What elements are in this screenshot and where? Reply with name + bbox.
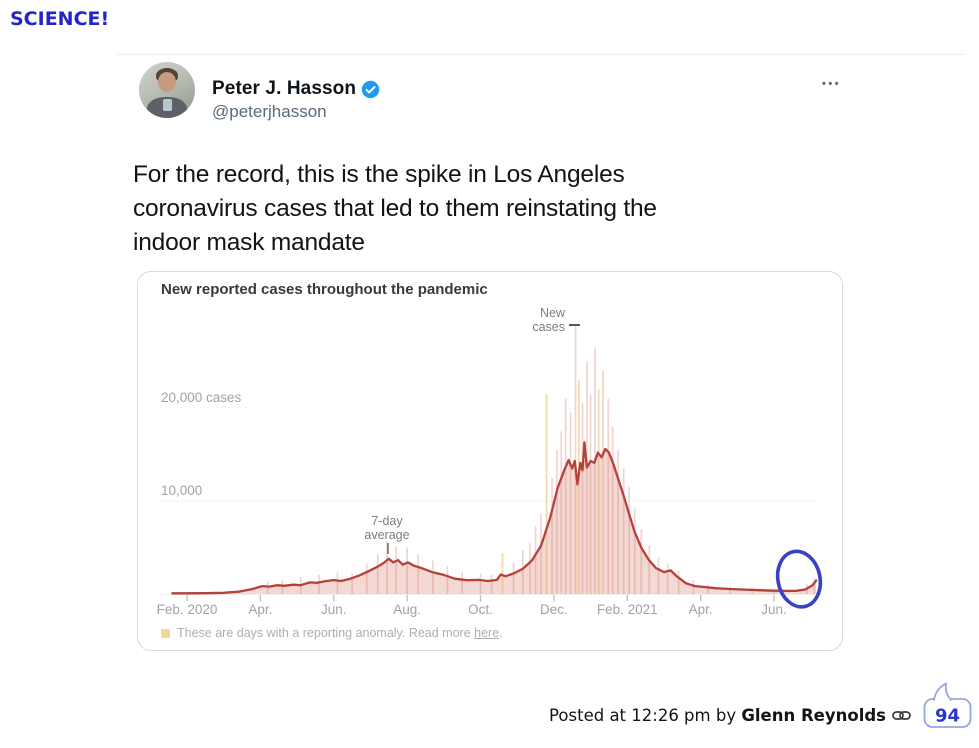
svg-text:Feb. 2021: Feb. 2021 — [597, 602, 658, 617]
svg-text:Apr.: Apr. — [248, 602, 272, 617]
chart-svg: Feb. 2020 Apr. Jun. Aug. Oct. Dec. Feb. 2021 Ap… — [157, 306, 823, 617]
post-headline-link[interactable]: SCIENCE! — [10, 8, 110, 30]
footnote-here-link: here — [474, 626, 500, 640]
new-cases-annotation: New cases — [532, 306, 580, 334]
permalink-icon[interactable] — [892, 709, 911, 727]
chart-footnote: These are days with a reporting anomaly.… — [161, 626, 503, 640]
chart-image[interactable]: New reported cases throughout the pandem… — [137, 271, 843, 651]
anomaly-swatch-icon — [161, 628, 170, 638]
more-options-button[interactable]: ••• — [822, 78, 842, 90]
comment-count: 94 — [935, 706, 960, 727]
tweet-avatar[interactable] — [139, 62, 195, 118]
posted-author: Glenn Reynolds — [741, 706, 886, 725]
axis-ticks — [186, 595, 775, 602]
chart-title: New reported cases throughout the pandem… — [161, 281, 488, 298]
svg-text:cases: cases — [532, 320, 565, 334]
grid-label-20k: 20,000 cases — [161, 390, 242, 405]
avg-annotation: 7-day average — [364, 514, 410, 554]
tweet-handle[interactable]: @peterjhasson — [212, 102, 327, 121]
area-fill — [172, 442, 817, 594]
svg-text:Jun.: Jun. — [761, 602, 787, 617]
tweet-author-name[interactable]: Peter J. Hasson — [212, 78, 357, 99]
avg-line — [171, 441, 818, 595]
axis-labels: Feb. 2020 Apr. Jun. Aug. Oct. Dec. Feb. 2021 Ap… — [157, 602, 787, 617]
svg-text:average: average — [364, 528, 409, 542]
svg-text:Feb. 2020: Feb. 2020 — [157, 602, 218, 617]
highlight-circle-annotation — [775, 549, 823, 609]
tweet-text: For the record, this is the spike in Los… — [133, 161, 657, 256]
svg-text:7-day: 7-day — [371, 514, 403, 528]
svg-text:Aug.: Aug. — [393, 602, 421, 617]
svg-text:Oct.: Oct. — [468, 602, 493, 617]
gridlines — [161, 407, 821, 595]
posted-line: Posted at 12:26 pm by Glenn Reynolds — [549, 706, 886, 725]
comment-bubble[interactable]: 94 — [921, 680, 973, 730]
verified-badge-icon — [361, 80, 380, 99]
svg-text:Apr.: Apr. — [689, 602, 713, 617]
svg-text:Jun.: Jun. — [321, 602, 347, 617]
daily-bars — [266, 324, 816, 595]
tweet-top-divider — [117, 54, 965, 55]
svg-text:Dec.: Dec. — [540, 602, 568, 617]
grid-label-10k: 10,000 — [161, 483, 202, 498]
svg-text:New: New — [540, 306, 566, 320]
